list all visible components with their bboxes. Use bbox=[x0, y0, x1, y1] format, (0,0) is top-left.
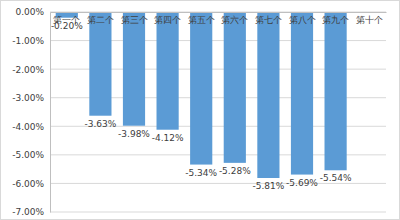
y-tick-label: 0.00% bbox=[15, 7, 44, 17]
bar bbox=[224, 12, 246, 163]
grid-line bbox=[50, 212, 386, 213]
bar bbox=[325, 12, 347, 170]
x-tick-label: 第七个 bbox=[255, 15, 282, 25]
bar bbox=[89, 12, 111, 116]
y-tick-label: -5.00% bbox=[12, 150, 44, 160]
y-tick: -2.00% bbox=[12, 65, 50, 75]
x-tick: 第六个 bbox=[221, 12, 248, 25]
data-label: -0.20% bbox=[51, 21, 83, 31]
data-label: -3.98% bbox=[118, 129, 150, 139]
y-tick: -3.00% bbox=[12, 93, 50, 103]
data-labels: -0.20% -3.63%-3.98%-4.12% -5.34%-5.28%-5.8… bbox=[51, 21, 352, 191]
x-tick-label: 第九个 bbox=[322, 15, 349, 25]
grid bbox=[50, 12, 386, 212]
data-label: -5.28% bbox=[219, 166, 251, 176]
grid-line bbox=[50, 12, 386, 13]
bar bbox=[257, 12, 279, 178]
data-label: -4.12% bbox=[152, 133, 184, 143]
bar bbox=[291, 12, 313, 175]
x-tick: 第九个 bbox=[322, 12, 349, 25]
plot: 0.00% -1.00% -2.00% -3.00% -4.00% -5.00% -6.00… bbox=[12, 7, 386, 217]
y-axis-line bbox=[50, 13, 51, 213]
y-tick-label: -6.00% bbox=[12, 179, 44, 189]
y-tick: -6.00% bbox=[12, 179, 50, 189]
y-tick-label: -2.00% bbox=[12, 65, 44, 75]
x-tick: 第二个 bbox=[87, 12, 114, 25]
data-label: -5.81% bbox=[252, 181, 284, 191]
y-tick-label: -4.00% bbox=[12, 122, 44, 132]
data-label: -5.54% bbox=[320, 173, 352, 183]
bars bbox=[56, 12, 347, 178]
y-tick-label: -1.00% bbox=[12, 36, 44, 46]
x-tick: 第十个 bbox=[356, 12, 383, 25]
y-tick: -1.00% bbox=[12, 36, 50, 46]
x-tick-label: 第八个 bbox=[289, 15, 316, 25]
x-tick-label: 第三个 bbox=[121, 15, 148, 25]
chart: 0.00% -1.00% -2.00% -3.00% -4.00% -5.00% -6.00… bbox=[0, 0, 400, 220]
x-tick: 第八个 bbox=[289, 12, 316, 25]
bar bbox=[190, 12, 212, 165]
frame bbox=[1, 1, 400, 220]
x-tick-label: 第二个 bbox=[87, 15, 114, 25]
x-axis: 第一个第二个第三个第四个第五个第六个第七个第八个第九个第十个 bbox=[51, 12, 387, 25]
x-tick: 第七个 bbox=[255, 12, 282, 25]
y-tick-label: -7.00% bbox=[12, 207, 44, 217]
x-tick: 第四个 bbox=[154, 12, 181, 25]
y-tick-label: -3.00% bbox=[12, 93, 44, 103]
y-tick: -5.00% bbox=[12, 150, 50, 160]
bar bbox=[123, 12, 145, 126]
x-tick-label: 第四个 bbox=[154, 15, 181, 25]
y-tick: -7.00% bbox=[12, 207, 50, 217]
x-tick: 第三个 bbox=[121, 12, 148, 25]
bar bbox=[157, 12, 179, 130]
x-tick-label: 第十个 bbox=[356, 15, 383, 25]
y-tick: -4.00% bbox=[12, 122, 50, 132]
data-label: -5.69% bbox=[286, 178, 318, 188]
x-tick: 第五个 bbox=[188, 12, 215, 25]
y-axis: 0.00% -1.00% -2.00% -3.00% -4.00% -5.00% -6.00… bbox=[12, 7, 50, 217]
y-tick: 0.00% bbox=[15, 7, 50, 17]
x-axis-line bbox=[51, 12, 387, 13]
x-tick-label: 第五个 bbox=[188, 15, 215, 25]
data-label: -5.34% bbox=[185, 168, 217, 178]
x-tick-label: 第六个 bbox=[221, 15, 248, 25]
data-label: -3.63% bbox=[84, 119, 116, 129]
